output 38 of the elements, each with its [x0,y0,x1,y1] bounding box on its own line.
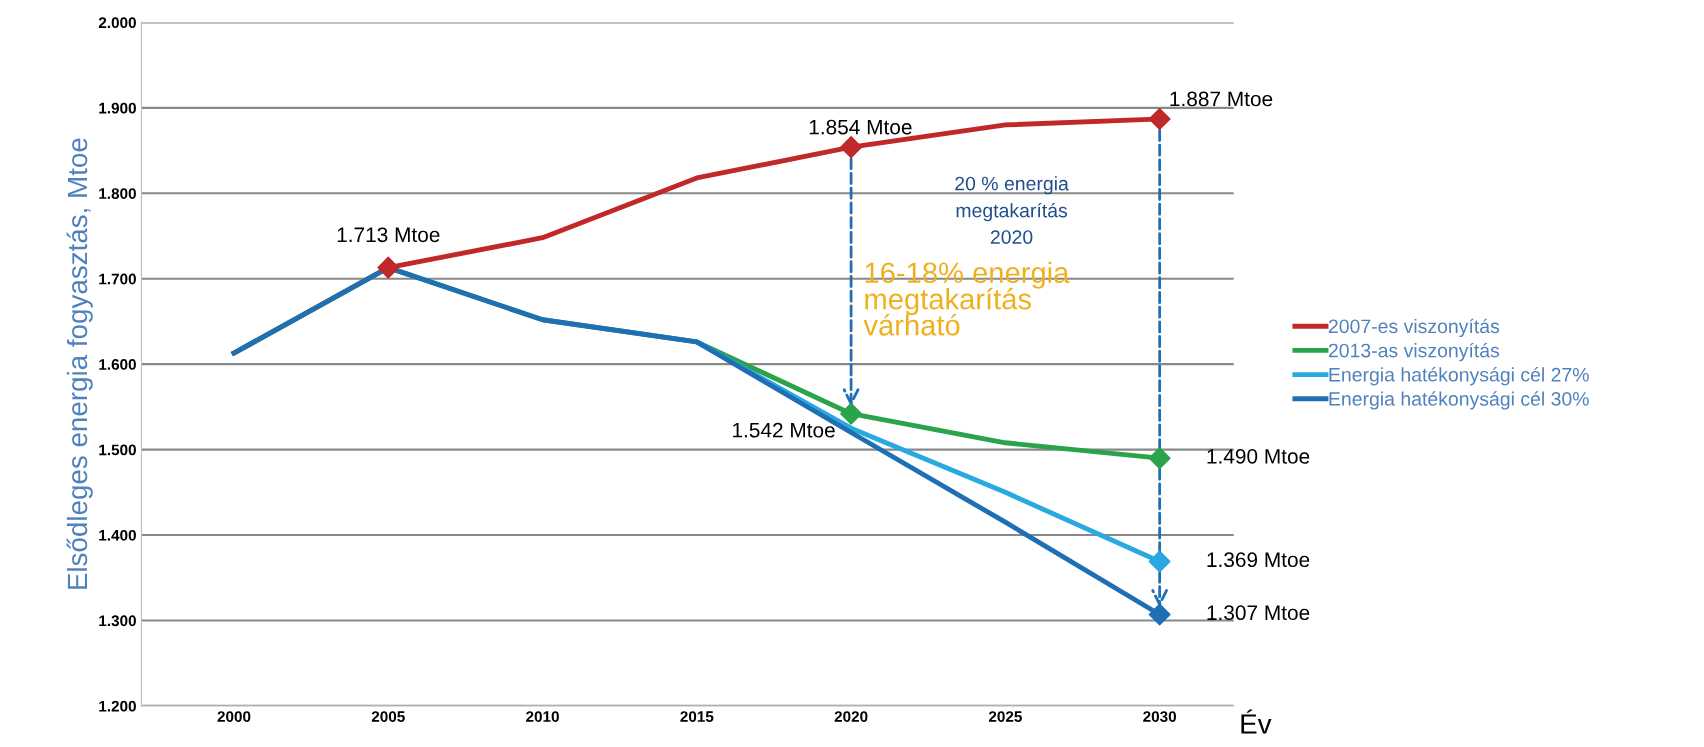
y-tick-label: 1.300 [99,615,136,627]
y-axis-title: Elsődleges energia fogyasztás, Mtoe [66,138,93,589]
y-tick-label: 1.900 [99,102,136,114]
x-axis-title: Év [1241,709,1272,734]
annotation: 20 % energia megtakarítás 2020 [955,176,1069,245]
x-tick-label: 2015 [680,711,714,722]
x-tick-label: 2000 [217,711,251,722]
point [840,136,863,159]
x-tick-label: 2025 [988,711,1022,722]
x-tick-label: 2005 [371,711,405,722]
annotation: 1.490 Mtoe [1207,448,1310,464]
annotation: 16-18% energia megtakarítás várható [863,261,1070,336]
annotation: 1.307 Mtoe [1207,605,1310,621]
y-tick-label: 1.500 [99,444,136,456]
annotation: 1.542 Mtoe [733,422,835,438]
y-tick-label: 2.000 [98,17,136,29]
annotation: 1.887 Mtoe [1170,91,1273,107]
x-tick-label: 2030 [1143,711,1177,723]
y-tick-label: 1.400 [99,529,136,541]
annotation: 1.713 Mtoe [337,227,440,243]
annotation: 1.369 Mtoe [1207,552,1310,568]
annotation: 1.854 Mtoe [809,119,912,135]
point [1148,447,1171,470]
point [1148,107,1171,130]
point [840,402,863,425]
y-tick-label: 1.200 [99,700,136,712]
x-tick-label: 2010 [526,711,559,722]
y-tick-label: 1.700 [99,273,136,285]
legend-label: 2007-es viszonyítás [1328,318,1500,338]
legend-label: Energia hatékonysági cél 30% [1329,391,1589,410]
point [377,256,400,279]
legend-label: Energia hatékonysági cél 27% [1329,367,1589,386]
x-tick-label: 2020 [834,711,868,722]
point [1148,603,1171,626]
y-tick-label: 1.800 [99,188,136,199]
point [1148,550,1171,573]
y-tick-label: 1.600 [99,359,136,370]
legend-label: 2013-as viszonyítás [1328,342,1500,362]
